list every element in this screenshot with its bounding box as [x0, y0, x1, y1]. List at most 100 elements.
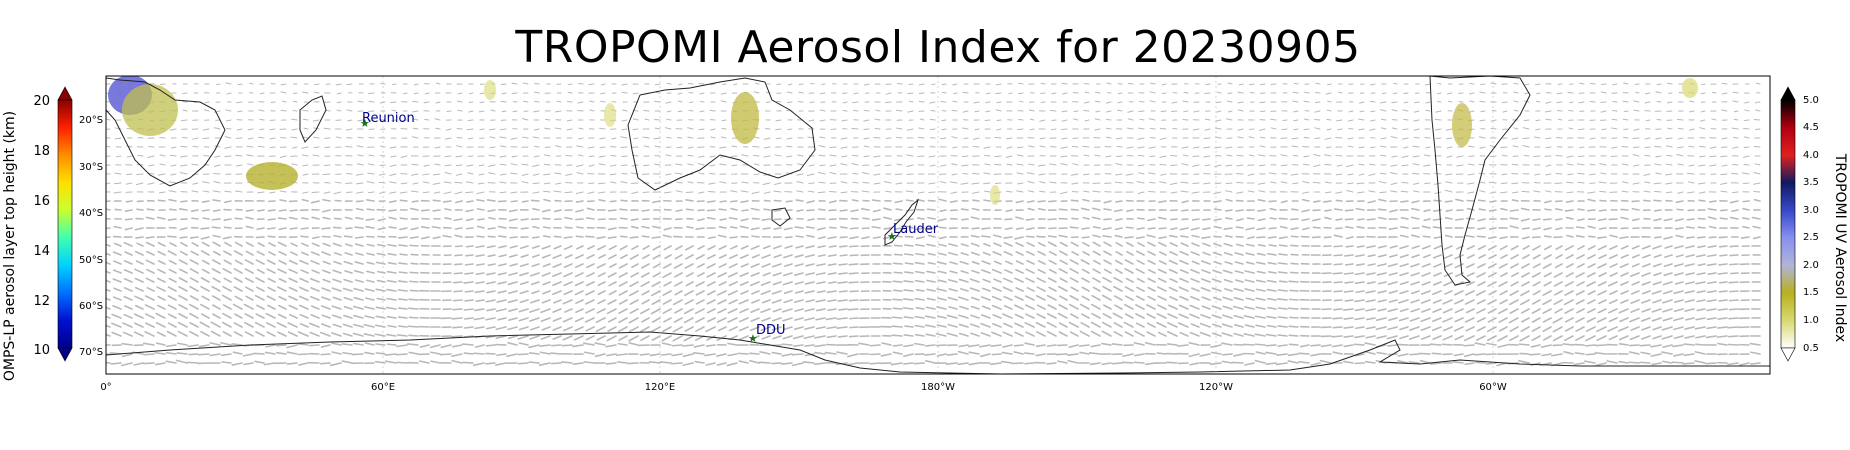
wind-arrow [892, 344, 903, 347]
wind-arrow [1598, 227, 1607, 230]
wind-arrow [1676, 118, 1684, 121]
wind-arrow [1026, 259, 1035, 265]
wind-arrow [1101, 294, 1112, 301]
wind-arrow [474, 344, 485, 348]
wind-arrow [853, 92, 859, 95]
wind-arrow [1005, 190, 1013, 193]
wind-arrow [1036, 235, 1046, 238]
wind-arrow [760, 326, 771, 331]
wind-arrow [685, 254, 694, 260]
wind-arrow [1469, 92, 1475, 95]
wind-arrow [962, 172, 969, 175]
wind-arrow [1137, 146, 1145, 149]
wind-arrow [214, 155, 221, 158]
wind-arrow [380, 82, 386, 85]
wind-arrow [1501, 101, 1508, 104]
wind-arrow [319, 362, 331, 365]
wind-arrow [641, 299, 650, 305]
wind-arrow [1706, 299, 1717, 303]
wind-arrow [1370, 110, 1376, 113]
wind-arrow [1157, 277, 1167, 283]
wind-arrow [1115, 163, 1123, 166]
wind-arrow [255, 259, 265, 265]
wind-arrow [794, 254, 804, 258]
wind-arrow [717, 308, 727, 314]
wind-arrow [1578, 128, 1585, 131]
wind-arrow [179, 227, 188, 231]
wind-arrow [1191, 191, 1200, 194]
wind-arrow [1355, 254, 1365, 258]
wind-arrow [1403, 146, 1409, 149]
wind-arrow [556, 100, 562, 103]
wind-arrow [1115, 137, 1123, 140]
wind-arrow [398, 262, 408, 265]
wind-arrow [704, 353, 716, 357]
wind-arrow [1335, 191, 1343, 194]
wind-arrow [759, 351, 771, 355]
wind-arrow [814, 362, 826, 366]
wind-arrow [1727, 335, 1739, 338]
wind-arrow [1061, 82, 1068, 85]
wind-arrow [234, 295, 243, 301]
wind-arrow [914, 243, 925, 247]
wind-arrow [1729, 216, 1739, 220]
wind-arrow [531, 245, 540, 249]
wind-arrow [782, 317, 793, 322]
wind-arrow [1446, 137, 1453, 140]
wind-arrow [1159, 155, 1167, 158]
wind-arrow [279, 155, 287, 158]
wind-arrow [168, 198, 177, 202]
wind-arrow [1564, 326, 1574, 332]
wind-arrow [233, 277, 243, 283]
coastlines [106, 76, 1770, 374]
wind-arrow [1211, 305, 1222, 310]
wind-arrow [1055, 353, 1068, 356]
wind-arrow [157, 250, 166, 256]
wind-arrow [1026, 227, 1035, 231]
wind-arrow [1267, 252, 1277, 256]
wind-arrow [1733, 110, 1739, 113]
wind-arrow [1136, 181, 1145, 184]
wind-arrow [345, 128, 353, 131]
wind-arrow [728, 299, 738, 305]
wind-arrow [123, 260, 133, 265]
wind-arrow [1532, 254, 1541, 260]
wind-arrow [575, 191, 584, 195]
wind-arrow [1181, 200, 1189, 204]
wind-arrow [389, 164, 397, 167]
wind-arrow [1729, 254, 1739, 257]
wind-arrow [1575, 272, 1585, 278]
wind-arrow [1094, 118, 1101, 121]
wind-arrow [1743, 146, 1750, 149]
wind-arrow [1464, 362, 1475, 366]
wind-arrow [543, 173, 551, 176]
wind-arrow [1719, 245, 1728, 248]
wind-arrow [707, 190, 716, 193]
wind-arrow [1665, 182, 1673, 185]
wind-arrow [786, 91, 793, 94]
wind-arrow [1060, 155, 1068, 158]
wind-arrow [1569, 101, 1574, 104]
wind-arrow [1499, 290, 1508, 296]
wind-arrow [1157, 304, 1167, 310]
wind-arrow [1411, 245, 1420, 250]
wind-arrow [1014, 277, 1024, 283]
wind-arrow [1335, 154, 1343, 157]
wind-arrow [1377, 208, 1387, 211]
wind-arrow [366, 208, 375, 211]
wind-arrow [355, 182, 364, 185]
wind-arrow [915, 227, 925, 231]
wind-arrow [259, 92, 265, 95]
wind-arrow [662, 234, 672, 238]
wind-arrow [244, 277, 254, 283]
wind-arrow [277, 217, 287, 220]
wind-arrow [917, 136, 925, 139]
wind-arrow [1423, 164, 1431, 167]
wind-arrow [1083, 154, 1090, 157]
wind-arrow [794, 308, 804, 312]
wind-arrow [552, 317, 562, 322]
wind-arrow [1411, 254, 1420, 259]
wind-arrow [642, 245, 650, 250]
wind-arrow [709, 109, 716, 112]
wind-arrow [585, 235, 595, 238]
